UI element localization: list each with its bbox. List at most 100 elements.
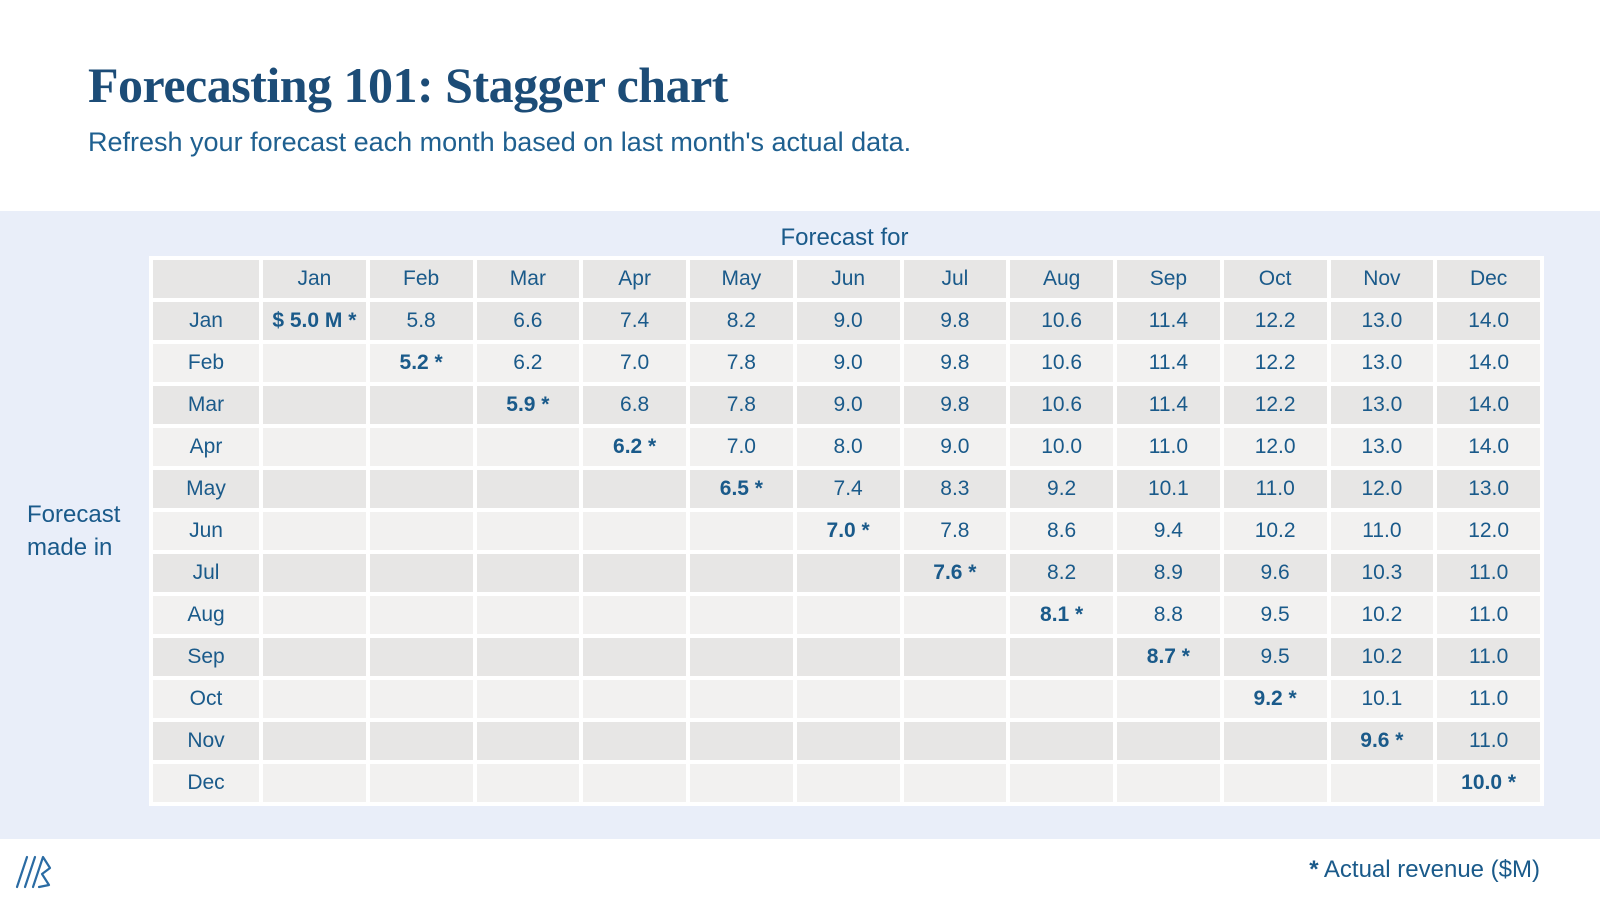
- table-cell: 9.8: [903, 386, 1007, 424]
- table-cell: 9.0: [796, 302, 900, 340]
- table-cell-empty: [583, 764, 686, 802]
- stagger-chart-table: Jan Feb Mar Apr May Jun Jul Aug Sep Oct Nov Dec Jan…: [149, 256, 1544, 806]
- table-cell-empty: [796, 596, 900, 634]
- table-cell: 11.0: [1437, 554, 1540, 592]
- column-header: Oct: [1223, 260, 1327, 298]
- column-header: Nov: [1330, 260, 1434, 298]
- table-cell: 5.8: [369, 302, 473, 340]
- table-cell-empty: [583, 638, 686, 676]
- table-cell: 10.6: [1010, 386, 1113, 424]
- table-cell: 11.4: [1117, 344, 1220, 382]
- table-row: Apr 6.2 * 7.0 8.0 9.0 10.0 11.0 12.0 13.0 14.0: [153, 428, 1540, 466]
- row-header: Jan: [153, 302, 259, 340]
- chart-band: Forecast for Forecast made in Jan Feb Mar A…: [0, 211, 1600, 839]
- column-header: Jun: [796, 260, 900, 298]
- table-cell: 9.6 *: [1330, 722, 1434, 760]
- footnote-text: Actual revenue ($M): [1318, 855, 1540, 883]
- table-cell: 8.2: [690, 302, 793, 340]
- table-cell: 14.0: [1437, 428, 1540, 466]
- table-cell: 11.0: [1223, 470, 1327, 508]
- table-cell: 8.0: [796, 428, 900, 466]
- table-cell: 9.6: [1223, 554, 1327, 592]
- column-header: May: [690, 260, 793, 298]
- row-axis-label-line2: made in: [27, 534, 113, 561]
- row-header: Jun: [153, 512, 259, 550]
- table-cell: 7.6 *: [903, 554, 1007, 592]
- table-cell: 12.2: [1223, 386, 1327, 424]
- table-cell-empty: [369, 470, 473, 508]
- table-cell-empty: [1330, 764, 1434, 802]
- table-cell-empty: [476, 638, 580, 676]
- table-cell-empty: [263, 680, 366, 718]
- table-cell: 9.2: [1010, 470, 1113, 508]
- table-cell-empty: [796, 554, 900, 592]
- table-row: Jul 7.6 * 8.2 8.9 9.6 10.3 11.0: [153, 554, 1540, 592]
- table-cell-empty: [903, 680, 1007, 718]
- table-cell: 12.0: [1330, 470, 1434, 508]
- table-cell-empty: [690, 512, 793, 550]
- table-cell: 11.0: [1117, 428, 1220, 466]
- table-cell: 10.0: [1010, 428, 1113, 466]
- table-cell-empty: [369, 428, 473, 466]
- table-cell: 7.8: [903, 512, 1007, 550]
- table-cell: 12.0: [1437, 512, 1540, 550]
- table-cell: 10.1: [1330, 680, 1434, 718]
- table-cell: 7.8: [690, 386, 793, 424]
- table-cell-empty: [1010, 722, 1113, 760]
- table-row: Sep 8.7 * 9.5 10.2 11.0: [153, 638, 1540, 676]
- column-header: Mar: [476, 260, 580, 298]
- table-cell: 10.2: [1223, 512, 1327, 550]
- table-cell-empty: [796, 638, 900, 676]
- table-cell: 11.0: [1437, 722, 1540, 760]
- table-cell-empty: [476, 428, 580, 466]
- table-cell-empty: [1223, 764, 1327, 802]
- table-row: Feb 5.2 * 6.2 7.0 7.8 9.0 9.8 10.6 11.4 12.2 13.0 1…: [153, 344, 1540, 382]
- table-cell: 9.0: [796, 344, 900, 382]
- table-cell-empty: [263, 596, 366, 634]
- table-cell: 13.0: [1330, 344, 1434, 382]
- header: Forecasting 101: Stagger chart Refresh y…: [0, 0, 1600, 211]
- table-cell-empty: [583, 512, 686, 550]
- table-cell: 11.4: [1117, 302, 1220, 340]
- table-cell-empty: [263, 554, 366, 592]
- table-cell-empty: [476, 470, 580, 508]
- table-cell: 13.0: [1330, 302, 1434, 340]
- company-logo-slashes-icon: [12, 846, 58, 894]
- table-cell-empty: [476, 722, 580, 760]
- table-cell-empty: [263, 638, 366, 676]
- table-cell: 13.0: [1330, 428, 1434, 466]
- table-cell-empty: [263, 512, 366, 550]
- table-cell: 7.0: [690, 428, 793, 466]
- table-cell-empty: [690, 722, 793, 760]
- row-header: Dec: [153, 764, 259, 802]
- row-header: Sep: [153, 638, 259, 676]
- table-cell: 10.3: [1330, 554, 1434, 592]
- column-header-row: Jan Feb Mar Apr May Jun Jul Aug Sep Oct Nov Dec: [153, 260, 1540, 298]
- table-cell-empty: [476, 596, 580, 634]
- table-cell: 7.0 *: [796, 512, 900, 550]
- table-cell-empty: [1223, 722, 1327, 760]
- row-header: Mar: [153, 386, 259, 424]
- row-header: Feb: [153, 344, 259, 382]
- table-cell: 14.0: [1437, 302, 1540, 340]
- table-cell: 11.0: [1437, 596, 1540, 634]
- table-cell-empty: [903, 596, 1007, 634]
- table-cell-empty: [263, 722, 366, 760]
- row-axis-label-text: Forecast made in: [27, 498, 120, 564]
- table-cell-empty: [476, 680, 580, 718]
- table-cell: 8.6: [1010, 512, 1113, 550]
- table-cell: 8.3: [903, 470, 1007, 508]
- page-subtitle: Refresh your forecast each month based o…: [88, 127, 912, 157]
- row-axis-label-line1: Forecast: [27, 501, 121, 528]
- page-title: Forecasting 101: Stagger chart: [88, 57, 728, 113]
- table-cell: 10.6: [1010, 302, 1113, 340]
- table-cell-empty: [476, 512, 580, 550]
- table-cell: 10.2: [1330, 596, 1434, 634]
- table-row: Nov 9.6 * 11.0: [153, 722, 1540, 760]
- table-cell: 9.5: [1223, 638, 1327, 676]
- footnote: * Actual revenue ($M): [1309, 856, 1540, 884]
- table-cell: 11.0: [1437, 638, 1540, 676]
- table-cell-empty: [476, 554, 580, 592]
- table-cell-empty: [583, 554, 686, 592]
